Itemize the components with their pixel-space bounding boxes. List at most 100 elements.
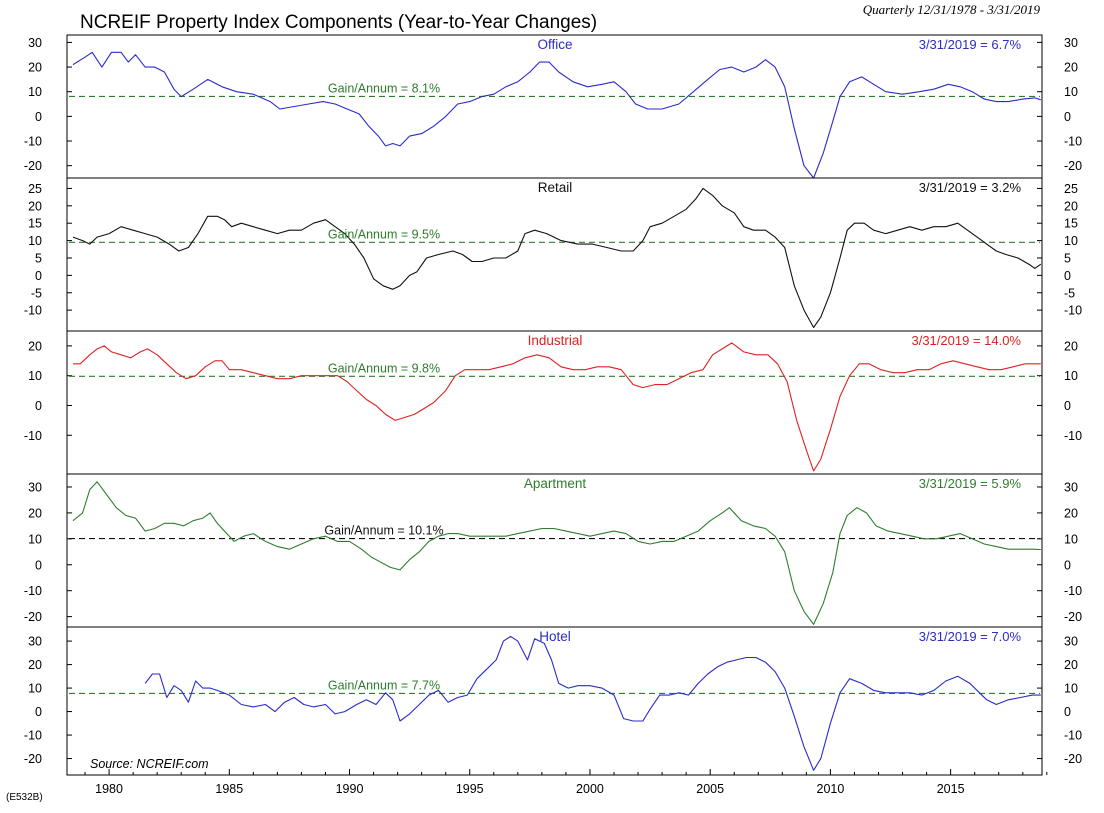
y-tick-label-left-retail: 15 — [28, 217, 42, 231]
chart-code: (E532B) — [6, 792, 43, 803]
gain-label-retail: Gain/Annum = 9.5% — [328, 227, 440, 241]
series-line-office — [72, 51, 1041, 179]
y-tick-label-left-apartment: -20 — [24, 610, 42, 624]
y-tick-label-right-industrial: 20 — [1064, 339, 1078, 353]
panel-name-apartment: Apartment — [524, 476, 587, 491]
latest-value-office: 3/31/2019 = 6.7% — [919, 37, 1022, 52]
y-tick-label-left-hotel: -20 — [24, 752, 42, 766]
panel-office: 30 30 20 20 10 10 0 0 -10 -10 -20 -20 Office 3/31/201… — [24, 34, 1082, 179]
y-tick-label-right-retail: 5 — [1064, 251, 1071, 265]
y-tick-label-left-retail: 0 — [35, 269, 42, 283]
panel-hotel: 30 30 20 20 10 10 0 0 -10 -10 -20 -20 Hotel 3/31/2019… — [24, 626, 1082, 776]
y-tick-label-left-office: 20 — [28, 61, 42, 75]
x-tick-label: 2000 — [576, 782, 604, 796]
gain-label-office: Gain/Annum = 8.1% — [328, 81, 440, 95]
latest-value-retail: 3/31/2019 = 3.2% — [919, 180, 1022, 195]
series-line-hotel — [144, 635, 1041, 771]
panel-frame-hotel — [66, 626, 1043, 776]
y-tick-label-left-retail: 20 — [28, 199, 42, 213]
x-tick-label: 1990 — [336, 782, 364, 796]
y-tick-label-left-industrial: 10 — [28, 369, 42, 383]
y-tick-label-left-hotel: -10 — [24, 729, 42, 743]
y-tick-label-right-apartment: 30 — [1064, 480, 1078, 494]
y-tick-label-right-hotel: 0 — [1064, 705, 1071, 719]
y-tick-label-left-office: 0 — [35, 110, 42, 124]
y-tick-label-left-hotel: 30 — [28, 635, 42, 649]
y-tick-label-right-apartment: 20 — [1064, 506, 1078, 520]
y-tick-label-right-industrial: 0 — [1064, 399, 1071, 413]
series-line-apartment — [72, 481, 1041, 625]
x-tick-label: 1980 — [95, 782, 123, 796]
y-tick-label-right-apartment: -20 — [1064, 610, 1082, 624]
panel-name-industrial: Industrial — [528, 333, 583, 348]
y-tick-label-left-hotel: 10 — [28, 682, 42, 696]
y-tick-label-right-industrial: -10 — [1064, 429, 1082, 443]
y-tick-label-left-apartment: 10 — [28, 532, 42, 546]
panel-name-hotel: Hotel — [539, 629, 571, 644]
series-line-industrial — [73, 342, 1041, 472]
series-line-retail — [72, 187, 1042, 329]
latest-value-apartment: 3/31/2019 = 5.9% — [919, 476, 1022, 491]
x-tick-label: 2015 — [937, 782, 965, 796]
y-tick-label-right-office: 20 — [1064, 61, 1078, 75]
y-tick-label-left-office: -10 — [24, 135, 42, 149]
x-tick-label: 2010 — [817, 782, 845, 796]
y-tick-label-right-office: 10 — [1064, 85, 1078, 99]
y-tick-label-right-apartment: 0 — [1064, 558, 1071, 572]
y-tick-label-right-industrial: 10 — [1064, 369, 1078, 383]
gain-label-apartment: Gain/Annum = 10.1% — [324, 524, 443, 538]
y-tick-label-right-office: 0 — [1064, 110, 1071, 124]
y-tick-label-left-apartment: 20 — [28, 506, 42, 520]
y-tick-label-left-retail: 5 — [35, 251, 42, 265]
x-tick-label: 1985 — [215, 782, 243, 796]
x-tick-label: 1995 — [456, 782, 484, 796]
y-tick-label-right-office: -20 — [1064, 159, 1082, 173]
y-tick-label-right-retail: -10 — [1064, 304, 1082, 318]
y-tick-label-left-hotel: 20 — [28, 658, 42, 672]
y-tick-label-right-retail: 0 — [1064, 269, 1071, 283]
y-tick-label-right-hotel: 20 — [1064, 658, 1078, 672]
y-tick-label-right-hotel: 30 — [1064, 635, 1078, 649]
y-tick-label-left-apartment: -10 — [24, 584, 42, 598]
latest-value-hotel: 3/31/2019 = 7.0% — [919, 629, 1022, 644]
panel-name-office: Office — [537, 37, 572, 52]
source-note: Source: NCREIF.com — [90, 757, 209, 771]
latest-value-industrial: 3/31/2019 = 14.0% — [911, 333, 1021, 348]
y-tick-label-left-industrial: 20 — [28, 339, 42, 353]
y-tick-label-right-retail: -5 — [1064, 286, 1075, 300]
panel-retail: 25 25 20 20 15 15 10 10 5 5 0 0 -5 -5 -10 -10 Retail 3/31… — [24, 177, 1082, 332]
gain-label-hotel: Gain/Annum = 7.7% — [328, 678, 440, 692]
y-tick-label-left-retail: 25 — [28, 182, 42, 196]
gain-label-industrial: Gain/Annum = 9.8% — [328, 361, 440, 375]
y-tick-label-left-apartment: 30 — [28, 480, 42, 494]
y-tick-label-right-retail: 20 — [1064, 199, 1078, 213]
y-tick-label-left-industrial: -10 — [24, 429, 42, 443]
y-tick-label-right-hotel: -10 — [1064, 729, 1082, 743]
y-tick-label-right-hotel: -20 — [1064, 752, 1082, 766]
y-tick-label-left-retail: -10 — [24, 304, 42, 318]
panel-apartment: 30 30 20 20 10 10 0 0 -10 -10 -20 -20 Apartment 3/31/… — [24, 473, 1082, 628]
chart-title: NCREIF Property Index Components (Year-t… — [80, 12, 597, 33]
y-tick-label-left-retail: 10 — [28, 234, 42, 248]
y-tick-label-right-hotel: 10 — [1064, 682, 1078, 696]
panels-group: 30 30 20 20 10 10 0 0 -10 -10 -20 -20 Office 3/31/201… — [24, 34, 1082, 776]
y-tick-label-right-apartment: -10 — [1064, 584, 1082, 598]
y-tick-label-left-retail: -5 — [31, 286, 42, 300]
y-tick-label-left-hotel: 0 — [35, 705, 42, 719]
y-tick-label-right-retail: 25 — [1064, 182, 1078, 196]
x-tick-label: 2005 — [696, 782, 724, 796]
chart-subtitle: Quarterly 12/31/1978 - 3/31/2019 — [863, 2, 1041, 17]
y-tick-label-left-office: 30 — [28, 36, 42, 50]
y-tick-label-right-office: -10 — [1064, 135, 1082, 149]
y-tick-label-right-office: 30 — [1064, 36, 1078, 50]
y-tick-label-right-retail: 10 — [1064, 234, 1078, 248]
y-tick-label-right-retail: 15 — [1064, 217, 1078, 231]
y-tick-label-left-office: 10 — [28, 85, 42, 99]
y-tick-label-left-apartment: 0 — [35, 558, 42, 572]
x-axis: 1980 1985 1990 1995 2000 2005 2010 2015 — [84, 769, 1048, 796]
y-tick-label-left-industrial: 0 — [35, 399, 42, 413]
y-tick-label-right-apartment: 10 — [1064, 532, 1078, 546]
